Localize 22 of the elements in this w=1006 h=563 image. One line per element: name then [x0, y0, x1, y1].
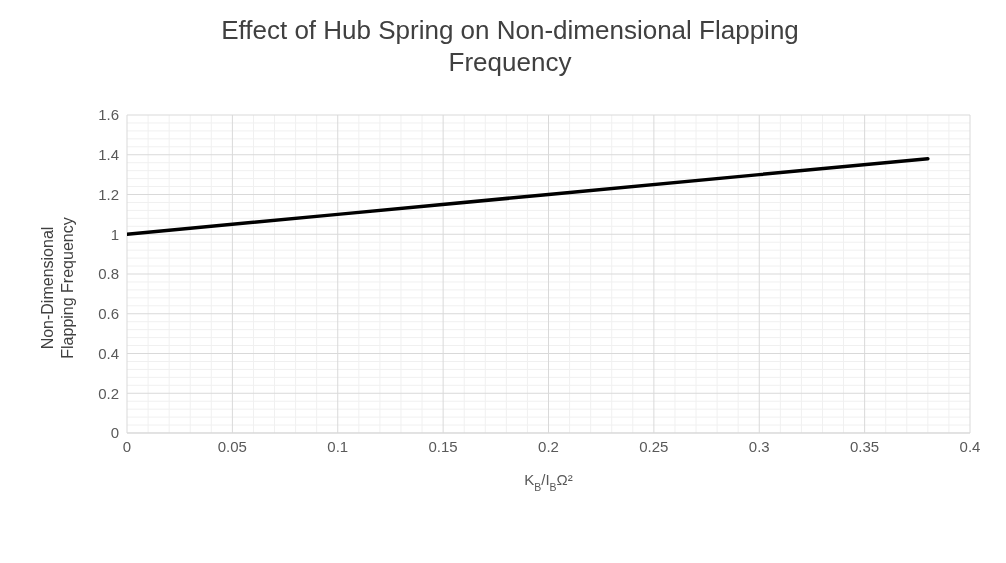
x-tick-label: 0 [122, 437, 132, 455]
y-axis-title: Non-Dimensional Flapping Frequency [38, 216, 77, 361]
y-tick-label: 0 [110, 424, 119, 442]
x-tick-label: 0.4 [959, 437, 981, 455]
y-tick-label: 0.8 [98, 265, 119, 283]
x-tick-label: 0.2 [538, 437, 559, 455]
x-tick-label: 0.25 [639, 437, 669, 455]
y-tick-label: 1.6 [98, 106, 119, 124]
x-tick-label: 0.35 [850, 437, 880, 455]
x-tick-label: 0.05 [217, 437, 247, 455]
y-tick-label: 1.4 [98, 146, 119, 164]
line-series [127, 156, 930, 236]
chart-title: Effect of Hub Spring on Non-dimensional Flapping Frequency [220, 14, 800, 78]
x-tick-label: 0.15 [428, 437, 458, 455]
y-tick-label: 1 [110, 225, 119, 243]
y-tick-label: 1.2 [98, 185, 119, 203]
y-tick-label: 0.2 [98, 384, 119, 402]
x-axis-title: K$_{B}$/I$_{B}$Ω² [524, 471, 573, 493]
y-tick-label: 0.6 [98, 305, 119, 323]
x-tick-label: 0.3 [748, 437, 770, 455]
y-tick-label: 0.4 [98, 344, 119, 362]
x-tick-label: 0.1 [327, 437, 349, 455]
